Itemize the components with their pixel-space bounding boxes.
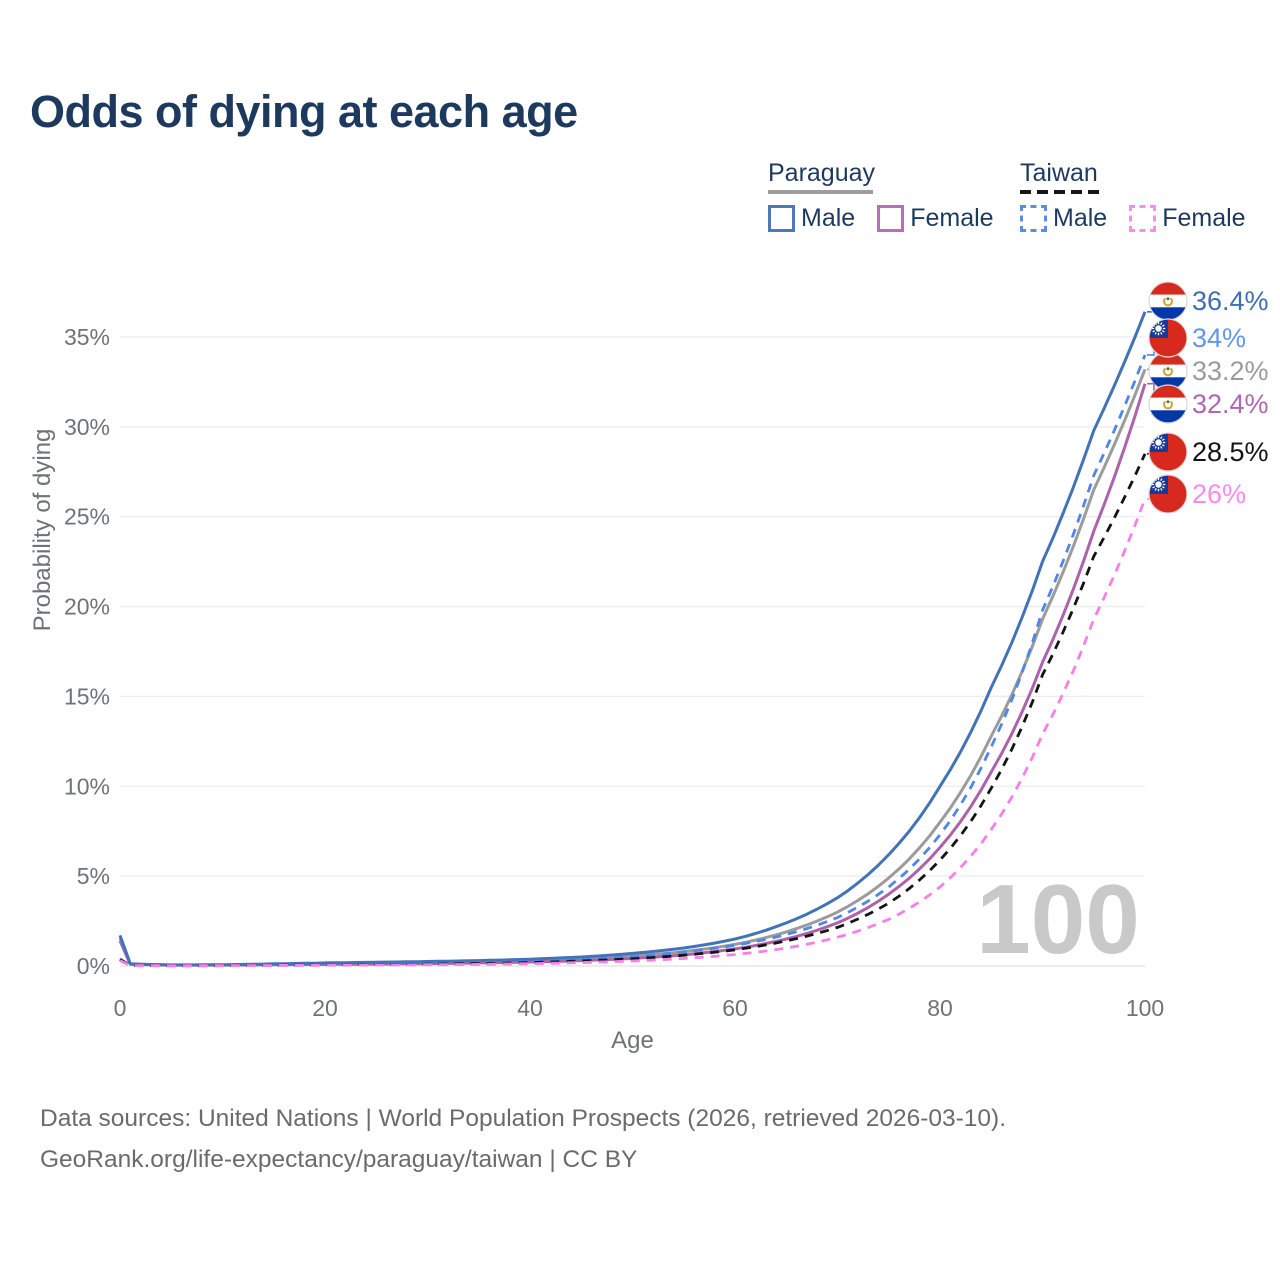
flag-icon-taiwan (1148, 318, 1188, 358)
y-tick-label: 0% (77, 953, 110, 979)
legend-group-paraguay: Paraguay Male Female (768, 160, 994, 233)
legend-item-label: Male (801, 204, 856, 232)
x-tick-label: 20 (312, 995, 338, 1021)
taiwan-female-swatch-icon[interactable] (1129, 205, 1157, 232)
flag-icon-paraguay (1148, 351, 1188, 391)
flag-icon-paraguay (1148, 281, 1188, 321)
end-label-value-taiwan-both-sexes: 28.5% (1192, 437, 1269, 467)
x-tick-label: 80 (927, 995, 953, 1021)
end-label-value-paraguay-female: 32.4% (1192, 389, 1269, 419)
flag-icon-taiwan (1148, 474, 1188, 514)
flag-icon-taiwan (1148, 432, 1188, 472)
chart-watermark: 100 (976, 864, 1140, 974)
end-label-value-paraguay-both-sexes: 33.2% (1192, 356, 1269, 386)
y-axis-title: Probability of dying (29, 429, 56, 632)
x-tick-label: 40 (517, 995, 543, 1021)
legend-item-paraguay-female[interactable]: Female (877, 204, 994, 233)
legend-country-paraguay: Paraguay (768, 159, 876, 187)
legend-country-taiwan: Taiwan (1020, 159, 1098, 187)
paraguay-male-swatch-icon[interactable] (768, 205, 795, 232)
y-tick-label: 15% (64, 683, 110, 709)
flag-icon-paraguay (1148, 384, 1188, 424)
legend-item-label: Female (1162, 204, 1246, 232)
legend-item-taiwan-female[interactable]: Female (1129, 204, 1246, 233)
end-label-value-paraguay-male: 36.4% (1192, 286, 1269, 316)
legend-item-label: Female (910, 204, 994, 232)
footer: Data sources: United Nations | World Pop… (40, 1098, 1006, 1180)
taiwan-male-swatch-icon[interactable] (1020, 205, 1047, 232)
series-line-taiwan-both-sexes[interactable] (119, 453, 1147, 968)
page-title: Odds of dying at each age (30, 86, 578, 137)
series-line-paraguay-male[interactable] (118, 311, 1147, 967)
x-axis-title: Age (611, 1027, 654, 1054)
x-tick-label: 0 (114, 995, 127, 1021)
legend-item-paraguay-male[interactable]: Male (768, 204, 855, 233)
series-line-taiwan-female[interactable] (119, 498, 1147, 968)
y-tick-label: 25% (64, 504, 110, 530)
series-line-taiwan-male[interactable] (119, 354, 1147, 967)
end-label-value-taiwan-female: 26% (1192, 479, 1246, 509)
x-tick-label: 60 (722, 995, 748, 1021)
y-tick-label: 30% (64, 414, 110, 440)
data-sources-line: Data sources: United Nations | World Pop… (40, 1105, 1007, 1132)
legend-group-taiwan: Taiwan Male Female (1020, 160, 1246, 233)
legend-linestyle-dashed-rule (1020, 190, 1102, 194)
end-label-value-taiwan-male: 34% (1192, 323, 1246, 353)
y-tick-label: 10% (64, 773, 110, 799)
legend-item-label: Male (1053, 204, 1108, 232)
paraguay-female-swatch-icon[interactable] (877, 205, 905, 232)
y-tick-label: 5% (77, 863, 110, 889)
y-tick-label: 35% (64, 324, 110, 350)
y-tick-label: 20% (64, 594, 110, 620)
legend-linestyle-solid-rule (768, 190, 873, 194)
attribution-line: GeoRank.org/life-expectancy/paraguay/tai… (40, 1146, 638, 1173)
legend-item-taiwan-male[interactable]: Male (1020, 204, 1107, 233)
x-tick-label: 100 (1126, 995, 1164, 1021)
